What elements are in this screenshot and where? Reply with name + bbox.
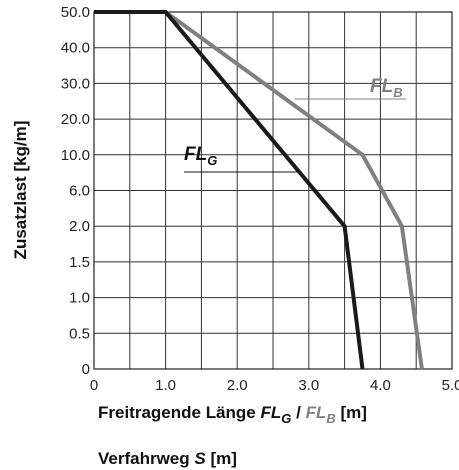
y-tick-label: 6.0 [69, 183, 90, 200]
y-axis-title: Zusatzlast [kg/m] [11, 121, 30, 260]
x-axis-title: Freitragende Länge FLG / FLB [m] [98, 403, 367, 426]
y-tick-label: 20.0 [61, 111, 90, 128]
plot-frame [93, 11, 453, 370]
series-label-flg-sub: G [207, 153, 217, 168]
series-label-flb-main: FL [370, 76, 393, 97]
y-tick-label: 40.0 [61, 40, 90, 57]
travel-distance-label: Verfahrweg S [m] [98, 449, 237, 468]
tick-labels: 0 0.5 1.0 1.5 2.0 6.0 10.0 20.0 30.0 40.0 50.0 0 1.0… [61, 4, 459, 394]
series-label-flg: FLG [184, 144, 297, 173]
x-tick-label: 4.0 [370, 377, 391, 394]
series-label-flb-sub: B [393, 85, 402, 100]
y-tick-label: 50.0 [61, 4, 90, 21]
y-tick-label: 0 [82, 361, 90, 378]
y-tick-label: 0.5 [69, 325, 90, 342]
grid [93, 11, 453, 370]
x-tick-label: 0 [90, 377, 98, 394]
svg-text:FLG: FLG [184, 144, 217, 168]
x-tick-label: 5.0 [442, 377, 459, 394]
series-line-flg [94, 10, 365, 370]
y-tick-label: 30.0 [61, 75, 90, 92]
y-tick-label: 1.5 [69, 254, 90, 271]
y-tick-label: 2.0 [69, 218, 90, 235]
series-label-flb: FLB [295, 76, 406, 100]
x-tick-label: 1.0 [155, 377, 176, 394]
x-tick-label: 3.0 [298, 377, 319, 394]
svg-text:FLB: FLB [370, 76, 403, 100]
y-tick-label: 1.0 [69, 290, 90, 307]
x-tick-label: 2.0 [227, 377, 248, 394]
y-tick-label: 10.0 [61, 147, 90, 164]
series-layer [94, 10, 424, 370]
plot-border [93, 11, 453, 370]
series-label-flg-main: FL [184, 144, 207, 165]
